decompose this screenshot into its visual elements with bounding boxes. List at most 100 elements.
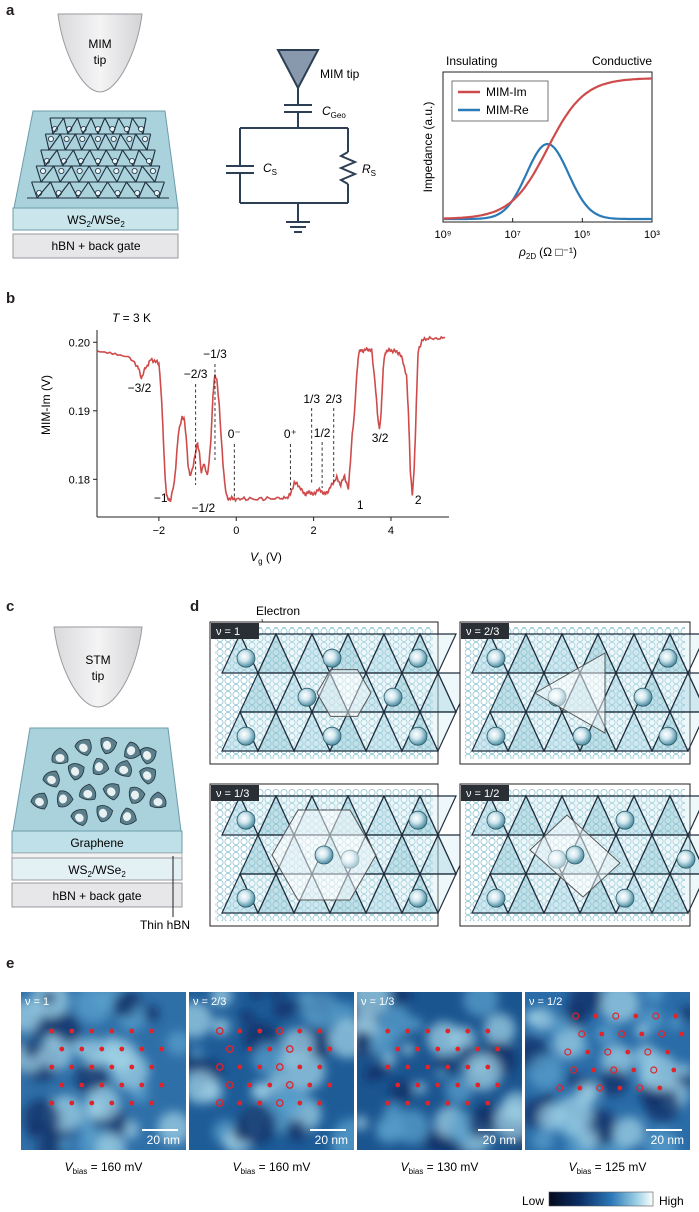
circuit-tip-icon (276, 49, 320, 91)
electron-label: Electron (256, 604, 300, 618)
impedance-plot: 10⁹ 10⁷ 10⁵ 10³ (435, 77, 660, 241)
mim-tip-label-1: MIM (88, 37, 111, 51)
x-tick-label: 0 (233, 525, 239, 537)
stm-image-2: ν = 2/3 20 nm Vbias = 160 mV (189, 992, 354, 1176)
cs-label: CS (263, 161, 277, 177)
series-mim-re (443, 142, 652, 221)
circuit-tip-label: MIM tip (320, 67, 360, 81)
impedance-legend: MIM-Im MIM-Re (451, 80, 549, 122)
panel-e-figure: ν = 1 20 nm Vbias = 160 mV ν = 2/3 20 nm Vbia… (21, 992, 690, 1208)
impedance-xtick: 10⁷ (505, 229, 521, 241)
y-tick-label: 0.20 (69, 337, 90, 349)
conductive-label: Conductive (592, 54, 652, 68)
gate-layer-c (11, 882, 183, 908)
sample-layer (12, 207, 179, 231)
legend-re: MIM-Re (486, 103, 529, 117)
transition-label: 0⁻ (228, 427, 241, 441)
legend-im: MIM-Im (486, 85, 527, 99)
vg-xlabel: Vg (V) (250, 550, 282, 566)
x-tick-label: 2 (311, 525, 317, 537)
gate-label-c: hBN + back gate (52, 889, 141, 903)
impedance-xtick: 10⁹ (435, 229, 452, 241)
stm-image-1: ν = 1 20 nm Vbias = 160 mV (21, 992, 186, 1176)
transition-label: 2/3 (325, 392, 342, 406)
filling-tag-e: ν = 1 (25, 996, 49, 1008)
filling-tag-d: ν = 1 (216, 626, 240, 638)
transition-label: −2/3 (184, 367, 208, 381)
panel-e-label: e (6, 955, 15, 972)
scale-bar-label: 20 nm (147, 1133, 180, 1147)
lattice-panel-3: ν = 1/3 (209, 783, 475, 927)
filling-tag-e: ν = 1/2 (529, 996, 562, 1008)
filling-tag-e: ν = 2/3 (193, 996, 226, 1008)
graphene-top (12, 727, 182, 832)
impedance-ylabel: Impedance (a.u.) (421, 102, 435, 193)
panel-d-figure: Electron ν = 1 ν = 2/3 ν = 1/3 ν = 1/2 (209, 604, 699, 927)
panel-c-figure: STM tip Graphene WS2/WSe2 hBN + back gat… (11, 626, 190, 932)
gate-layer (12, 233, 179, 259)
gate-label-a: hBN + back gate (51, 239, 140, 253)
circuit-diagram (226, 49, 358, 233)
x-tick-label: 4 (388, 525, 394, 537)
triangular-lattice-a (27, 117, 169, 199)
panel-a-label: a (6, 2, 15, 19)
mim-im-trace (96, 335, 446, 503)
rs-label: RS (362, 162, 376, 178)
panel-c-label: c (6, 598, 15, 615)
vbias-caption: Vbias = 160 mV (233, 1160, 311, 1176)
rho-xlabel: ρ2D (Ω □⁻¹) (518, 245, 577, 261)
impedance-xtick: 10³ (644, 229, 660, 241)
lattice-panel-2: ν = 2/3 (459, 621, 699, 765)
scale-bar-label: 20 nm (483, 1133, 516, 1147)
resistor-icon (338, 151, 358, 185)
transition-label: 2 (415, 493, 422, 507)
thin-hbn-layer (11, 852, 183, 859)
stm-image-3: ν = 1/3 20 nm Vbias = 130 mV (357, 992, 522, 1176)
filling-tag-d: ν = 1/3 (216, 788, 249, 800)
thin-hbn-label: Thin hBN (140, 918, 190, 932)
mim-tip-label-2: tip (94, 53, 107, 67)
stm-tip-label-2: tip (92, 669, 105, 683)
mim-im-plot: −2 0 2 4 0.18 0.19 0.20 −3/2 −2/3 −1/3 0⁻ 0⁺ 1/3 1/2 2… (69, 330, 449, 537)
transition-label: 3/2 (372, 431, 389, 445)
stm-tip-label-1: STM (85, 653, 110, 667)
scale-bar-label: 20 nm (315, 1133, 348, 1147)
colorbar-low: Low (522, 1194, 544, 1208)
colorbar-high: High (659, 1194, 684, 1208)
filling-tag-d: ν = 2/3 (466, 626, 499, 638)
transition-label: −1/3 (203, 347, 227, 361)
cgeo-label: CGeo (322, 104, 346, 120)
x-tick-label: −2 (153, 525, 166, 537)
panel-d-label: d (190, 598, 200, 615)
scale-bar-label: 20 nm (651, 1133, 684, 1147)
vbias-caption: Vbias = 160 mV (65, 1160, 143, 1176)
lattice-panel-1: ν = 1 (209, 621, 475, 765)
impedance-xtick: 10⁵ (574, 229, 591, 241)
transition-label: −3/2 (128, 381, 152, 395)
filling-tag-d: ν = 1/2 (466, 788, 499, 800)
panel-a-figure: MIM tip WS2/WSe2 hBN + back gate MIM tip… (12, 13, 660, 261)
mim-im-chart: −2 0 2 4 0.18 0.19 0.20 −3/2 −2/3 −1/3 0⁻ 0⁺ 1/3 1/2 2… (39, 311, 449, 566)
ws2-layer (11, 857, 183, 881)
panel-b-label: b (6, 290, 16, 307)
lattice-panel-4: ν = 1/2 (459, 783, 699, 927)
vbias-caption: Vbias = 130 mV (401, 1160, 479, 1176)
sample-label-a: WS2/WSe2 (67, 213, 125, 229)
transition-label: 1/2 (314, 426, 331, 440)
stm-tip-shape (53, 626, 143, 708)
transition-label: −1/2 (192, 501, 216, 515)
filling-tag-e: ν = 1/3 (361, 996, 394, 1008)
graphene-label: Graphene (70, 836, 124, 850)
mim-im-ylabel: MIM-Im (V) (39, 375, 53, 435)
temperature-label: T = 3 K (112, 311, 151, 325)
transition-label: −1 (154, 491, 168, 505)
moire-blobs (30, 736, 167, 827)
stm-image-4: ν = 1/2 20 nm Vbias = 125 mV (525, 992, 690, 1176)
mim-tip-shape (57, 13, 143, 93)
insulating-label: Insulating (446, 54, 497, 68)
sample-label-c: WS2/WSe2 (68, 863, 126, 879)
transition-label: 0⁺ (284, 427, 297, 441)
series-mim-im (443, 77, 652, 220)
colorbar (548, 1191, 654, 1207)
transition-label: 1 (357, 498, 364, 512)
